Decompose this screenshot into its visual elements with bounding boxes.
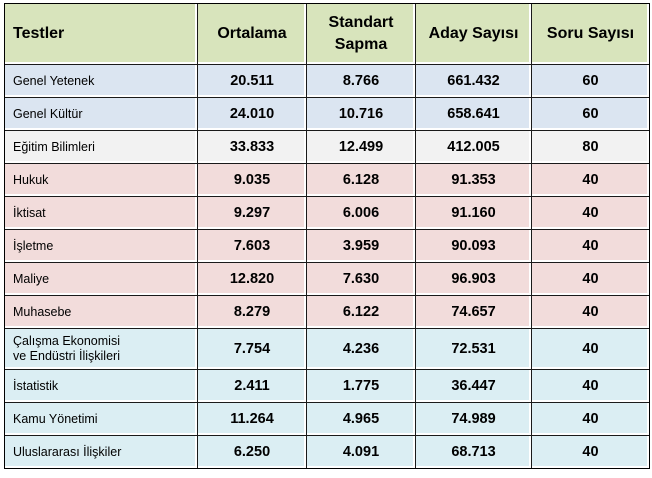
questions-value: 40 [532, 296, 649, 329]
sd-value: 8.766 [307, 65, 416, 98]
candidates-value: 91.160 [416, 197, 532, 230]
sd-value: 1.775 [307, 370, 416, 403]
mean-value: 24.010 [198, 98, 307, 131]
candidates-value: 658.641 [416, 98, 532, 131]
sd-value: 6.122 [307, 296, 416, 329]
sd-value: 12.499 [307, 131, 416, 164]
questions-value: 60 [532, 98, 649, 131]
sd-value: 3.959 [307, 230, 416, 263]
mean-value: 6.250 [198, 436, 307, 468]
sd-value: 4.091 [307, 436, 416, 468]
questions-value: 40 [532, 370, 649, 403]
test-name: Muhasebe [5, 296, 198, 329]
header-row: Testler Ortalama Standart Sapma Aday Sayı… [5, 4, 649, 65]
questions-value: 60 [532, 65, 649, 98]
mean-value: 9.297 [198, 197, 307, 230]
mean-value: 9.035 [198, 164, 307, 197]
table-row: Kamu Yönetimi 11.264 4.965 74.989 40 [5, 403, 649, 436]
table-row: İktisat 9.297 6.006 91.160 40 [5, 197, 649, 230]
mean-value: 2.411 [198, 370, 307, 403]
questions-value: 40 [532, 197, 649, 230]
header-standart-sapma-line1: Standart [328, 14, 394, 31]
questions-value: 40 [532, 164, 649, 197]
mean-value: 7.754 [198, 329, 307, 370]
mean-value: 8.279 [198, 296, 307, 329]
questions-value: 40 [532, 403, 649, 436]
test-name: İktisat [5, 197, 198, 230]
mean-value: 33.833 [198, 131, 307, 164]
questions-value: 80 [532, 131, 649, 164]
header-testler: Testler [5, 4, 198, 65]
table-row: Uluslararası İlişkiler 6.250 4.091 68.71… [5, 436, 649, 468]
test-name-line2: ve Endüstri İlişkileri [13, 349, 120, 363]
questions-value: 40 [532, 230, 649, 263]
table-row: Genel Kültür 24.010 10.716 658.641 60 [5, 98, 649, 131]
sd-value: 4.965 [307, 403, 416, 436]
test-name: İşletme [5, 230, 198, 263]
header-aday-sayisi: Aday Sayısı [416, 4, 532, 65]
candidates-value: 74.657 [416, 296, 532, 329]
header-standart-sapma: Standart Sapma [307, 4, 416, 65]
table-row: Çalışma Ekonomisi ve Endüstri İlişkileri … [5, 329, 649, 370]
mean-value: 7.603 [198, 230, 307, 263]
table-row: Genel Yetenek 20.511 8.766 661.432 60 [5, 65, 649, 98]
mean-value: 12.820 [198, 263, 307, 296]
candidates-value: 91.353 [416, 164, 532, 197]
test-name: Çalışma Ekonomisi ve Endüstri İlişkileri [5, 329, 198, 370]
sd-value: 7.630 [307, 263, 416, 296]
test-name: Kamu Yönetimi [5, 403, 198, 436]
table-row: Muhasebe 8.279 6.122 74.657 40 [5, 296, 649, 329]
candidates-value: 36.447 [416, 370, 532, 403]
test-name: İstatistik [5, 370, 198, 403]
table-row: İstatistik 2.411 1.775 36.447 40 [5, 370, 649, 403]
sd-value: 10.716 [307, 98, 416, 131]
test-name: Eğitim Bilimleri [5, 131, 198, 164]
test-name: Genel Yetenek [5, 65, 198, 98]
table-row: İşletme 7.603 3.959 90.093 40 [5, 230, 649, 263]
mean-value: 20.511 [198, 65, 307, 98]
header-standart-sapma-line2: Sapma [334, 36, 388, 53]
mean-value: 11.264 [198, 403, 307, 436]
table-row: Eğitim Bilimleri 33.833 12.499 412.005 8… [5, 131, 649, 164]
candidates-value: 661.432 [416, 65, 532, 98]
test-statistics-table: Testler Ortalama Standart Sapma Aday Sayı… [4, 3, 650, 469]
test-name-line1: Çalışma Ekonomisi [13, 334, 120, 348]
sd-value: 6.006 [307, 197, 416, 230]
candidates-value: 90.093 [416, 230, 532, 263]
candidates-value: 68.713 [416, 436, 532, 468]
candidates-value: 72.531 [416, 329, 532, 370]
table-row: Maliye 12.820 7.630 96.903 40 [5, 263, 649, 296]
test-name: Hukuk [5, 164, 198, 197]
test-name: Uluslararası İlişkiler [5, 436, 198, 468]
candidates-value: 96.903 [416, 263, 532, 296]
candidates-value: 412.005 [416, 131, 532, 164]
questions-value: 40 [532, 329, 649, 370]
questions-value: 40 [532, 263, 649, 296]
test-name: Genel Kültür [5, 98, 198, 131]
header-ortalama: Ortalama [198, 4, 307, 65]
sd-value: 4.236 [307, 329, 416, 370]
candidates-value: 74.989 [416, 403, 532, 436]
questions-value: 40 [532, 436, 649, 468]
table-row: Hukuk 9.035 6.128 91.353 40 [5, 164, 649, 197]
header-soru-sayisi: Soru Sayısı [532, 4, 649, 65]
sd-value: 6.128 [307, 164, 416, 197]
test-name: Maliye [5, 263, 198, 296]
